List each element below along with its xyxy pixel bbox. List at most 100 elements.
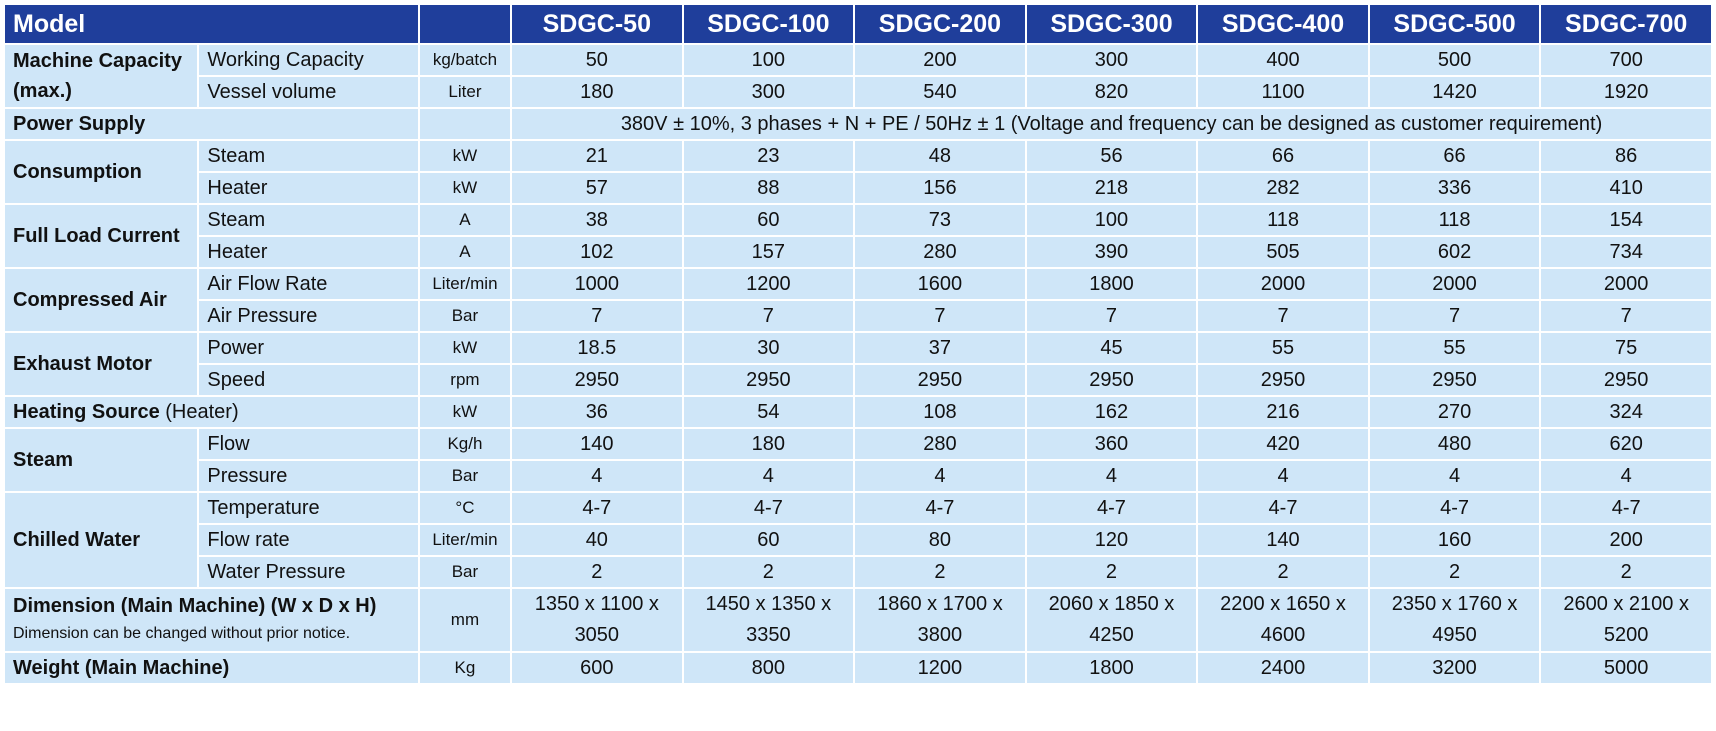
dimension-line-2: 3350 [746,624,791,646]
value-cell: 55 [1198,333,1368,363]
value-cell: 57 [512,173,682,203]
value-cell: 21 [512,141,682,171]
value-cell: 2 [1369,557,1540,587]
unit-cell: kW [419,333,511,363]
value-cell: 48 [855,141,1025,171]
group-label-heating-source: Heating Source (Heater) [5,397,418,427]
value-cell: 100 [1026,205,1197,235]
table-row: Full Load Current Steam A 38 60 73 100 1… [5,205,1711,267]
value-cell: 7 [683,301,854,331]
model-header: Model [5,5,418,43]
value-cell: 4 [855,461,1025,491]
value-cell: 7 [855,301,1025,331]
value-cell: 108 [855,397,1025,427]
heating-source-qualifier: (Heater) [165,401,239,423]
value-cell: 820 [1026,77,1197,107]
value-cell: 1800 [1026,269,1197,299]
value-cell: 36 [512,397,682,427]
dimension-cell: 2600 x 2100 x 5200 [1541,589,1711,651]
row-label: Steam [199,141,418,171]
table-row: Air Pressure Bar 7 7 7 7 7 7 7 [5,301,1711,331]
value-cell: 45 [1026,333,1197,363]
value-cell: 102 [512,237,682,267]
value-cell: 300 [683,77,854,107]
value-cell: 118 [1198,205,1368,235]
table-row: Steam Flow Kg/h 140 180 280 360 420 480 … [5,429,1711,491]
value-cell: 4-7 [1541,493,1711,523]
unit-cell: Kg/h [419,429,511,459]
value-cell: 5000 [1541,653,1711,683]
value-cell: 4-7 [1198,493,1368,523]
value-cell: 1200 [855,653,1025,683]
row-label: Vessel volume [199,77,418,107]
row-label: Power [199,333,418,363]
row-label: Flow rate [199,525,418,555]
unit-cell: Liter/min [419,269,511,299]
dimension-line-1: 1860 x 1700 x [877,593,1003,615]
value-cell: 1920 [1541,77,1711,107]
unit-cell: Liter/min [419,525,511,555]
table-row: Consumption Steam kW 21 23 48 56 66 66 8… [5,141,1711,203]
group-label-steam: Steam [5,429,198,491]
value-cell: 60 [683,525,854,555]
value-cell: 50 [512,45,682,75]
value-cell: 1420 [1369,77,1540,107]
dimension-line-1: 2600 x 2100 x [1563,593,1689,615]
row-label: Water Pressure [199,557,418,587]
value-cell: 2000 [1541,269,1711,299]
dimension-line-2: 3050 [574,624,620,646]
dimension-cell: 1450 x 1350 x 3350 [683,589,854,651]
value-cell: 280 [855,429,1025,459]
value-cell: 140 [512,429,682,459]
value-cell: 2950 [683,365,854,395]
value-cell: 4 [1369,461,1540,491]
value-cell: 2 [1541,557,1711,587]
value-cell: 602 [1369,237,1540,267]
dimension-cell: 2350 x 1760 x 4950 [1369,589,1540,651]
value-cell: 200 [855,45,1025,75]
value-cell: 100 [683,45,854,75]
dimension-line-1: 1350 x 1100 x [534,593,659,615]
value-cell: 270 [1369,397,1540,427]
dimension-line-1: 2200 x 1650 x [1220,593,1346,615]
unit-cell: rpm [419,365,511,395]
table-row: Chilled Water Temperature °C 4-7 4-7 4-7… [5,493,1711,587]
row-label: Temperature [199,493,418,523]
dimension-line-2: 4600 [1260,624,1306,646]
dimension-line-1: 2350 x 1760 x [1391,593,1518,615]
value-cell: 600 [512,653,682,683]
table-row: Flow rate Liter/min 40 60 80 120 140 160… [5,525,1711,555]
value-cell: 336 [1369,173,1540,203]
table-row: Heater A 102 157 280 390 505 602 734 [5,237,1711,267]
value-cell: 162 [1026,397,1197,427]
unit-cell: kW [419,397,511,427]
value-cell: 75 [1541,333,1711,363]
value-cell: 800 [683,653,854,683]
value-cell: 410 [1541,173,1711,203]
table-row: Weight (Main Machine) Kg 600 800 1200 18… [5,653,1711,683]
dimension-label: Dimension (Main Machine) (W x D x H) [13,595,377,617]
value-cell: 37 [855,333,1025,363]
value-cell: 7 [1026,301,1197,331]
value-cell: 88 [683,173,854,203]
table-row: Water Pressure Bar 2 2 2 2 2 2 2 [5,557,1711,587]
value-cell: 2950 [512,365,682,395]
value-cell: 620 [1541,429,1711,459]
value-cell: 2400 [1198,653,1368,683]
group-label-weight: Weight (Main Machine) [5,653,418,683]
unit-cell: °C [419,493,511,523]
value-cell: 60 [683,205,854,235]
value-cell: 157 [683,237,854,267]
value-cell: 180 [512,77,682,107]
value-cell: 505 [1198,237,1368,267]
value-cell: 218 [1026,173,1197,203]
value-cell: 118 [1369,205,1540,235]
model-column-header: SDGC-200 [855,5,1025,43]
value-cell: 4-7 [512,493,682,523]
value-cell: 4-7 [1026,493,1197,523]
unit-cell: A [419,205,511,235]
value-cell: 2950 [1369,365,1540,395]
table-row: Machine Capacity (max.) Working Capacity… [5,45,1711,107]
dimension-line-1: 2060 x 1850 x [1048,593,1175,615]
value-cell: 2950 [1026,365,1197,395]
